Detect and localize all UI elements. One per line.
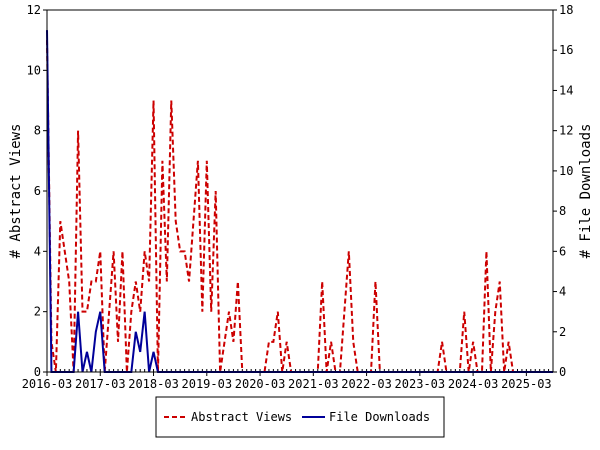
y2-tick-label: 12 (559, 124, 573, 138)
y-tick-label: 0 (34, 365, 41, 379)
legend: Abstract Views File Downloads (155, 396, 445, 438)
legend-box (155, 396, 445, 438)
y2-tick-label: 14 (559, 83, 573, 97)
y2-tick-label: 16 (559, 43, 573, 57)
y-tick-label: 12 (27, 3, 41, 17)
y2-tick-label: 8 (559, 204, 566, 218)
y2-tick-label: 10 (559, 164, 573, 178)
y2-tick-label: 0 (559, 365, 566, 379)
y-tick-label: 8 (34, 124, 41, 138)
y2-tick-label: 2 (559, 325, 566, 339)
y2-axis-ticks: 0 2 4 6 8 10 12 14 16 18 (553, 3, 573, 379)
x-tick-label: 2016-03 (22, 377, 73, 391)
y-axis-title: # Abstract Views (8, 124, 24, 259)
y2-tick-label: 18 (559, 3, 573, 17)
y2-tick-label: 6 (559, 244, 566, 258)
x-tick-label: 2024-03 (448, 377, 499, 391)
y-axis-ticks: 0 2 4 6 8 10 12 (27, 3, 47, 379)
x-tick-label: 2025-03 (501, 377, 552, 391)
legend-label-abstract-views: Abstract Views (191, 410, 292, 424)
x-tick-label: 2023-03 (395, 377, 446, 391)
y2-axis-title: # File Downloads (578, 124, 594, 259)
x-tick-label: 2021-03 (288, 377, 339, 391)
y-tick-label: 6 (34, 184, 41, 198)
x-tick-label: 2017-03 (75, 377, 126, 391)
x-tick-label: 2022-03 (341, 377, 392, 391)
y-tick-label: 4 (34, 244, 41, 258)
y-tick-label: 10 (27, 63, 41, 77)
x-tick-label: 2018-03 (128, 377, 179, 391)
y2-tick-label: 4 (559, 285, 566, 299)
x-tick-label: 2019-03 (182, 377, 233, 391)
legend-label-file-downloads: File Downloads (329, 410, 430, 424)
plot-frame (46, 9, 554, 373)
y-tick-label: 2 (34, 305, 41, 319)
x-tick-label: 2020-03 (235, 377, 286, 391)
